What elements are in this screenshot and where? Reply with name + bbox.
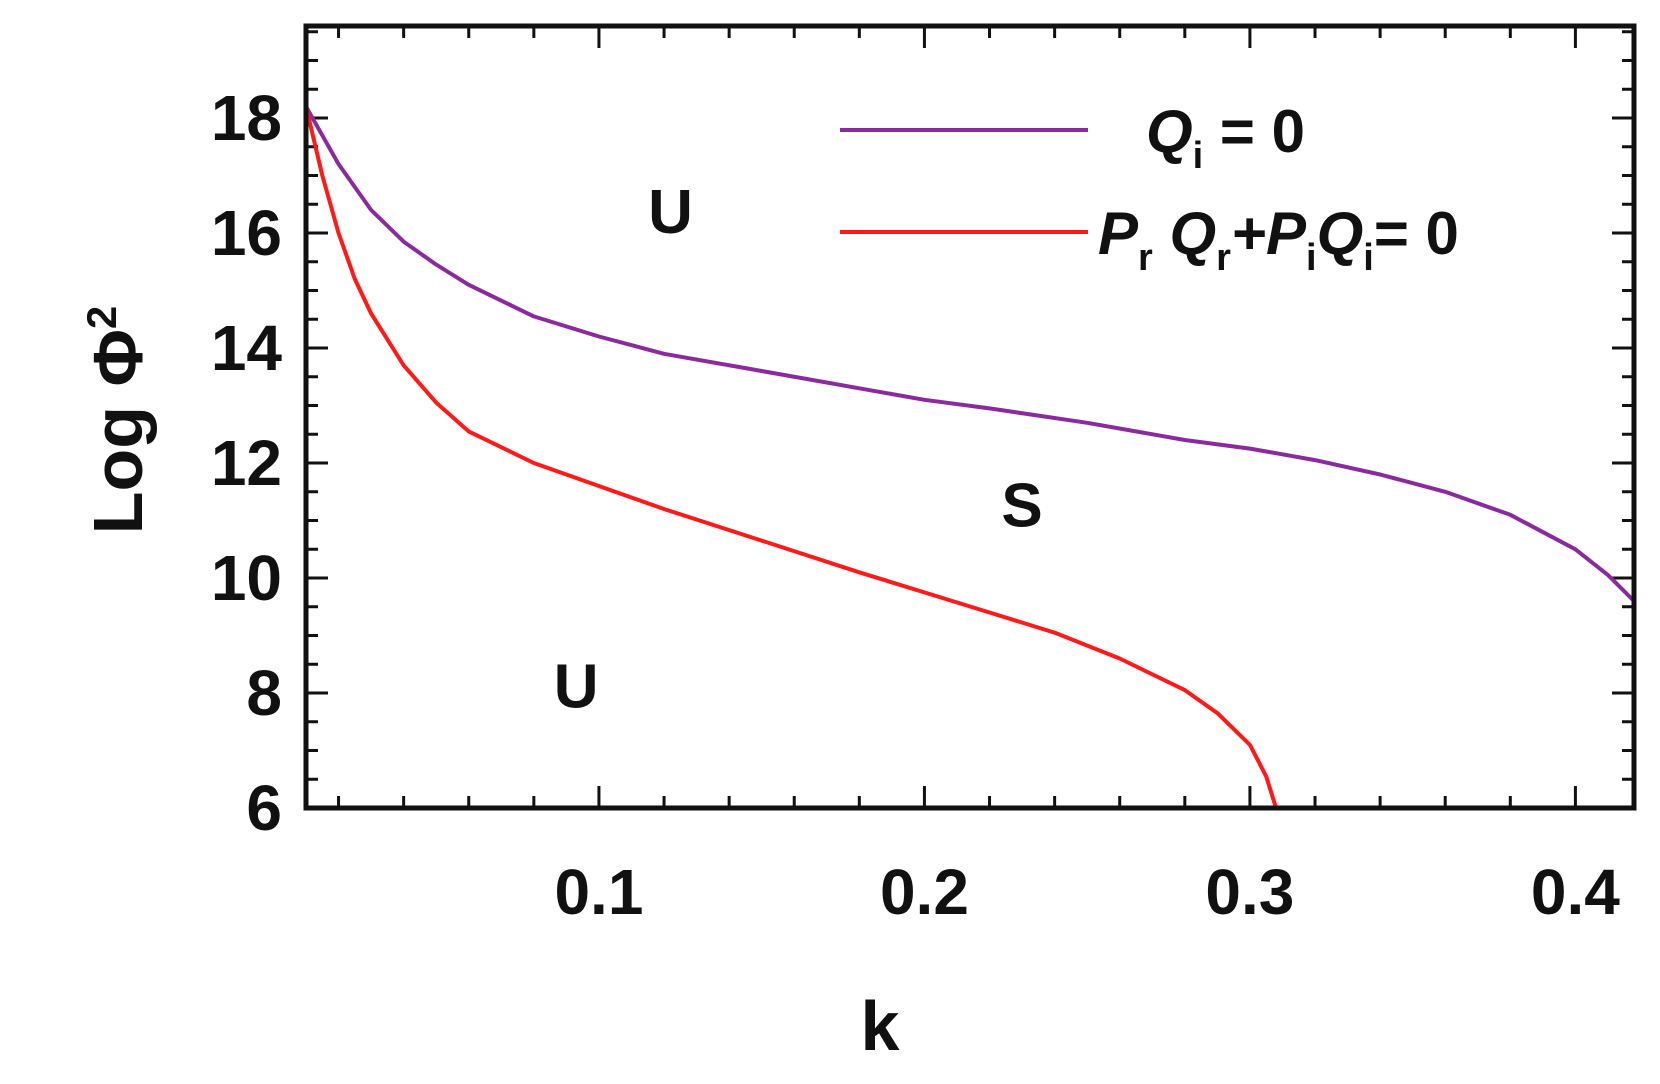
legend-entry-2: Pr Qr+PiQi= 0	[1098, 200, 1459, 279]
x-tick-label: 0.1	[554, 856, 643, 928]
legend-text-part: P	[1098, 200, 1139, 267]
legend-text-part: r	[1216, 237, 1231, 279]
legend-text-part: i	[1363, 237, 1374, 279]
y-axis-label-main: Log Φ	[79, 329, 157, 534]
region-label: S	[1001, 471, 1042, 540]
y-tick-label: 18	[211, 82, 282, 154]
y-tick-label: 14	[211, 312, 283, 384]
legend-text-part: +P	[1231, 200, 1307, 267]
plot-frame	[303, 23, 1637, 811]
legend-text-part: r	[1138, 237, 1153, 279]
legend-text-part: i	[1193, 135, 1204, 177]
legend-text-part: Q	[1317, 200, 1364, 267]
series-line-2	[304, 106, 1278, 809]
y-axis-label-sup: 2	[78, 306, 125, 329]
legend-text-part: Q	[1153, 200, 1216, 267]
y-tick-label: 6	[246, 772, 282, 844]
legend-text-part: Q	[1146, 98, 1193, 165]
y-tick-label: 10	[211, 542, 282, 614]
series-line-1	[304, 105, 1636, 603]
series-layer	[304, 105, 1636, 809]
region-label: U	[554, 652, 599, 721]
region-label: U	[648, 178, 693, 247]
x-tick-label: 0.4	[1531, 856, 1620, 928]
y-axis-label: Log Φ2	[78, 306, 157, 535]
y-tick-label: 16	[211, 197, 282, 269]
y-tick-label: 8	[246, 657, 282, 729]
x-tick-label: 0.2	[880, 856, 969, 928]
x-axis-label: k	[861, 987, 900, 1065]
legend-text-part: = 0	[1203, 98, 1305, 165]
legend-entry-1: Qi = 0	[1146, 98, 1305, 177]
x-tick-label: 0.3	[1205, 856, 1294, 928]
y-tick-label: 12	[211, 427, 282, 499]
legend-text-part: = 0	[1374, 200, 1459, 267]
legend-text-part: i	[1306, 237, 1317, 279]
ticks-layer	[306, 26, 1634, 808]
labels-layer: 0.1 0.2 0.3 0.4 6 8 10 12 14 16 18 U S U	[211, 82, 1620, 928]
legend-layer: Qi = 0Pr Qr+PiQi= 0	[840, 98, 1459, 279]
